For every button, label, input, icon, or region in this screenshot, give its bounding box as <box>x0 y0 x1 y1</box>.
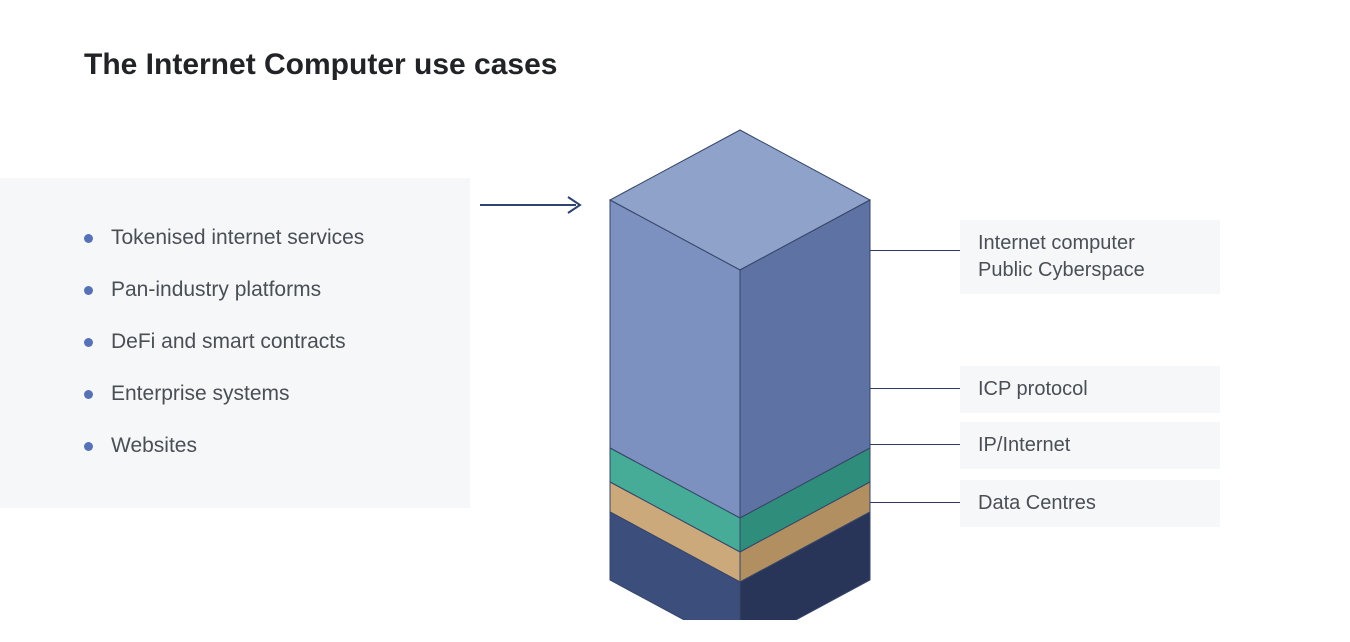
use-case-item: Enterprise systems <box>84 382 430 406</box>
connector-line <box>870 250 960 251</box>
use-case-item: DeFi and smart contracts <box>84 330 430 354</box>
layer-label-cyberspace: Internet computer Public Cyberspace <box>960 220 1220 294</box>
connector-line <box>870 444 960 445</box>
layer-label-icp: ICP protocol <box>960 366 1220 413</box>
arrow-icon <box>480 195 588 215</box>
use-cases-list: Tokenised internet services Pan-industry… <box>84 226 430 458</box>
connector-line <box>870 502 960 503</box>
use-cases-panel: Tokenised internet services Pan-industry… <box>0 178 470 508</box>
layer-label-data-centres: Data Centres <box>960 480 1220 527</box>
layer-label-ip: IP/Internet <box>960 422 1220 469</box>
page-title: The Internet Computer use cases <box>84 48 557 82</box>
use-case-item: Tokenised internet services <box>84 226 430 250</box>
layered-cube-diagram <box>600 120 880 620</box>
connector-line <box>870 388 960 389</box>
use-case-item: Websites <box>84 434 430 458</box>
use-case-item: Pan-industry platforms <box>84 278 430 302</box>
